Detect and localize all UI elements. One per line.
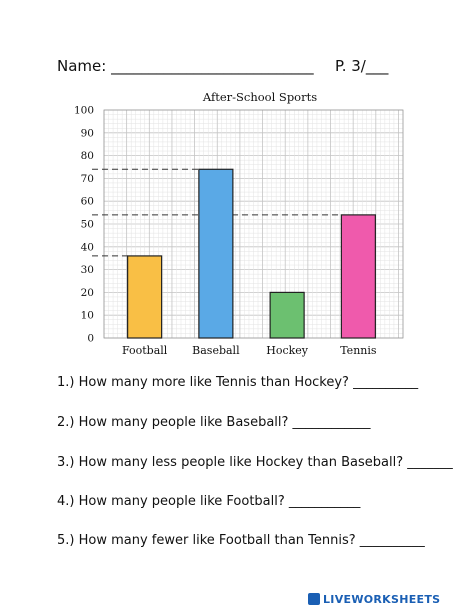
y-tick-label: 10 [81,310,94,322]
x-category-label: Hockey [266,344,309,357]
chart-title: After-School Sports [202,90,317,104]
footer-brand: LIVEWORKSHEETS [308,593,440,606]
y-tick-label: 20 [81,287,94,299]
question-1: 1.) How many more like Tennis than Hocke… [57,375,419,390]
y-tick-label: 30 [81,264,94,276]
name-field-label: Name: ___________________________ [57,57,314,75]
footer-brand-text: LIVEWORKSHEETS [323,593,441,606]
question-2: 2.) How many people like Baseball? _____… [57,415,371,430]
y-tick-label: 90 [81,127,94,139]
bar-football [127,255,163,339]
y-tick-label: 0 [87,333,94,345]
y-tick-label: 50 [81,219,94,231]
page-number-label: P. 3/___ [335,57,389,75]
y-tick-label: 100 [74,105,94,117]
y-tick-label: 70 [81,173,94,185]
y-axis-ticks: 0 10 20 30 40 50 60 70 80 90 100 [74,105,94,345]
x-axis-labels: Football Baseball Hockey Tennis [122,344,377,357]
x-category-label: Tennis [340,344,377,357]
x-category-label: Football [122,344,168,357]
y-tick-label: 80 [81,150,94,162]
bar-tennis [340,214,376,339]
y-tick-label: 60 [81,196,94,208]
bar-baseball [198,168,234,339]
x-category-label: Baseball [192,344,240,357]
y-tick-label: 40 [81,241,94,253]
plot-border [103,109,404,339]
liveworksheets-logo-icon [308,593,320,605]
bars [127,168,376,339]
question-3: 3.) How many less people like Hockey tha… [57,455,453,470]
question-5: 5.) How many fewer like Football than Te… [57,533,425,548]
bar-chart: After-School Sports 0 10 20 30 40 50 60 70 80 90 1… [74,90,404,357]
bar-hockey [269,291,305,339]
question-4: 4.) How many people like Football? _____… [57,494,361,509]
